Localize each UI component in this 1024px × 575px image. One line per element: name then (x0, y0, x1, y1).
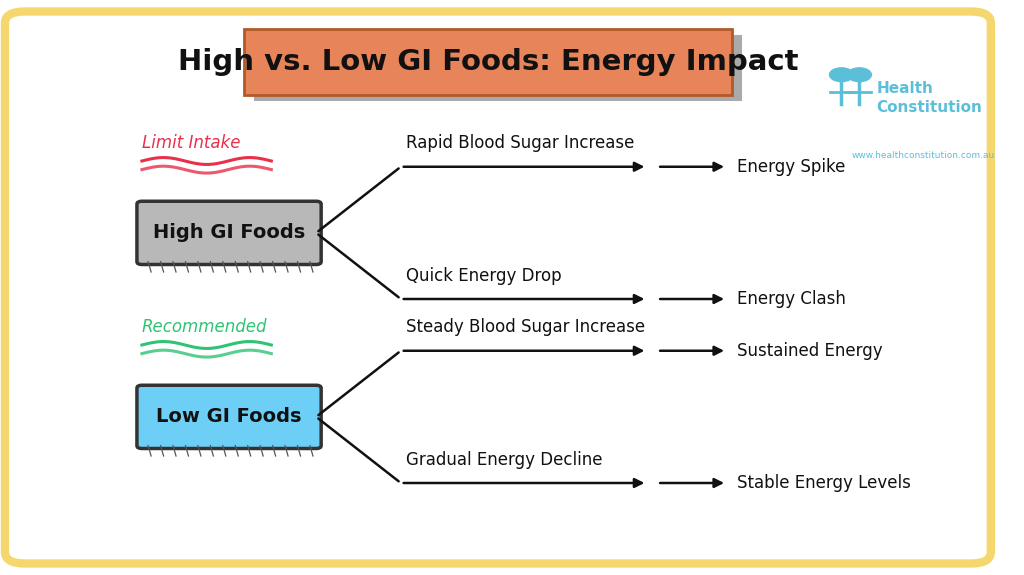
Text: High vs. Low GI Foods: Energy Impact: High vs. Low GI Foods: Energy Impact (178, 48, 798, 75)
Text: Rapid Blood Sugar Increase: Rapid Blood Sugar Increase (406, 135, 634, 152)
Text: Low GI Foods: Low GI Foods (157, 407, 302, 427)
Text: Steady Blood Sugar Increase: Steady Blood Sugar Increase (406, 319, 645, 336)
Text: Energy Spike: Energy Spike (737, 158, 845, 176)
FancyBboxPatch shape (5, 12, 991, 564)
Text: Health
Constitution: Health Constitution (877, 81, 982, 114)
FancyBboxPatch shape (137, 385, 322, 448)
Text: High GI Foods: High GI Foods (153, 223, 305, 243)
FancyBboxPatch shape (244, 29, 732, 95)
Text: www.healthconstitution.com.au: www.healthconstitution.com.au (851, 151, 994, 160)
Circle shape (829, 68, 853, 82)
Text: Sustained Energy: Sustained Energy (737, 342, 883, 360)
Text: Gradual Energy Decline: Gradual Energy Decline (406, 451, 602, 469)
Text: Recommended: Recommended (142, 319, 267, 336)
Text: Quick Energy Drop: Quick Energy Drop (406, 267, 561, 285)
FancyBboxPatch shape (254, 34, 741, 101)
Circle shape (848, 68, 871, 82)
Text: Stable Energy Levels: Stable Energy Levels (737, 474, 910, 492)
Text: Energy Clash: Energy Clash (737, 290, 846, 308)
FancyBboxPatch shape (137, 201, 322, 264)
Text: Limit Intake: Limit Intake (142, 135, 241, 152)
